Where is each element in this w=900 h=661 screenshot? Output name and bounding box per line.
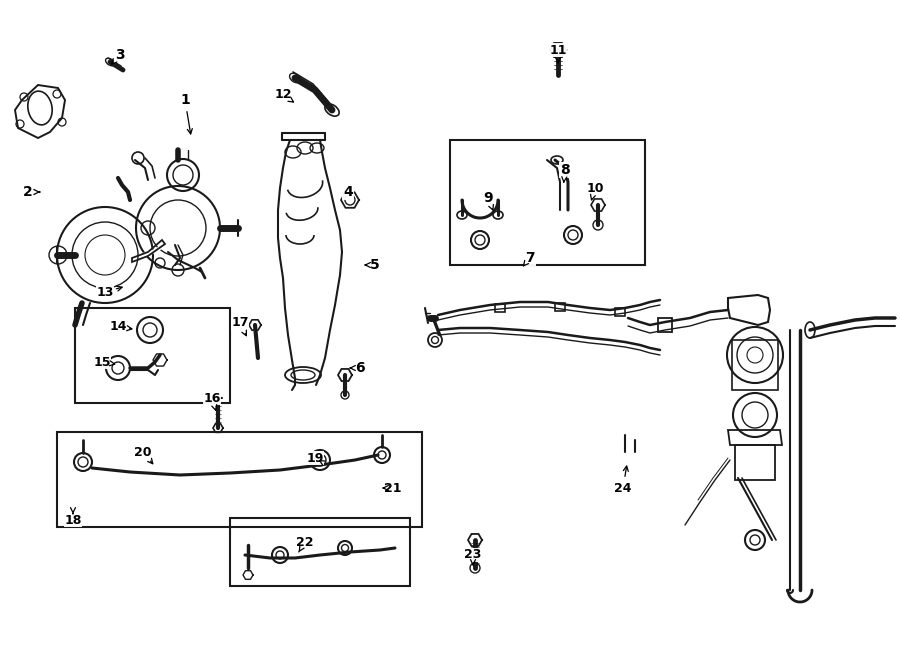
Text: 13: 13	[96, 286, 113, 299]
Text: 2: 2	[23, 185, 33, 199]
Bar	[75, 308, 230, 403]
Text: 23: 23	[464, 549, 482, 561]
Bar	[615, 308, 625, 316]
Text: 1: 1	[180, 93, 190, 107]
Text: 12: 12	[274, 89, 292, 102]
Text: 6: 6	[356, 361, 364, 375]
Text: 16: 16	[203, 391, 220, 405]
Text: 21: 21	[384, 481, 401, 494]
Text: 8: 8	[560, 163, 570, 177]
Text: 22: 22	[296, 535, 314, 549]
Text: 17: 17	[231, 317, 248, 329]
Text: 4: 4	[343, 185, 353, 199]
Text: 14: 14	[109, 321, 127, 334]
Text: 3: 3	[115, 48, 125, 62]
Text: 7: 7	[526, 251, 535, 265]
Bar	[555, 303, 565, 311]
Text: 20: 20	[134, 446, 152, 459]
Bar	[57, 432, 422, 527]
Text: 11: 11	[549, 44, 567, 56]
Text: 19: 19	[306, 451, 324, 465]
Text: 15: 15	[94, 356, 111, 368]
Text: 24: 24	[614, 481, 632, 494]
Bar	[230, 518, 410, 586]
Text: 10: 10	[586, 182, 604, 194]
Text: 9: 9	[483, 191, 493, 205]
Text: 18: 18	[64, 514, 82, 527]
Bar	[450, 140, 645, 265]
Bar	[658, 318, 672, 332]
Bar	[495, 304, 505, 312]
Text: 5: 5	[370, 258, 380, 272]
